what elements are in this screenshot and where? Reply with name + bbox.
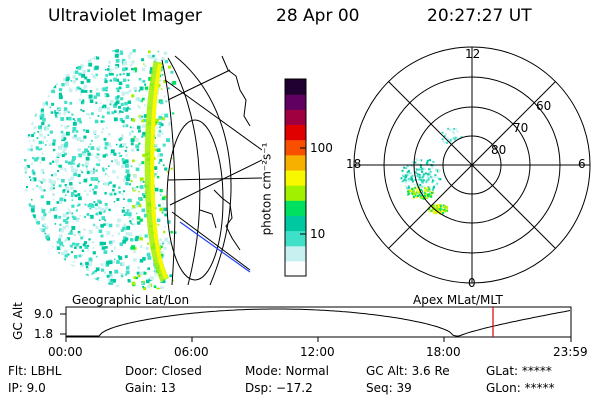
timeline-axis-label: GC Alt — [11, 302, 25, 340]
timeline-xtick-1800: 18:00 — [426, 345, 461, 359]
status-glat: GLat: ***** — [486, 364, 552, 378]
status-gain: Gain: 13 — [125, 381, 176, 395]
timeline-xtick-0600: 06:00 — [174, 345, 209, 359]
colorbar — [284, 78, 307, 277]
mlat-label-70: 70 — [513, 121, 529, 135]
colorbar-unit-label: photon cm⁻²s⁻¹ — [259, 142, 274, 236]
timeline-ytick-1-8: 1.8 — [34, 327, 54, 341]
terminator-glow — [144, 61, 170, 283]
status-ip: IP: 9.0 — [8, 381, 46, 395]
altitude-timeline — [60, 306, 572, 342]
colorbar-segment — [285, 154, 306, 171]
colorbar-segment — [285, 185, 306, 201]
polar-aurora — [400, 127, 463, 215]
observation-date: 28 Apr 00 — [276, 6, 360, 26]
status-door: Door: Closed — [125, 364, 202, 378]
colorbar-segment — [285, 79, 306, 95]
colorbar-segment — [285, 109, 306, 126]
colorbar-segment — [285, 124, 306, 141]
orbit-track — [179, 221, 251, 273]
status-gc-alt: GC Alt: 3.6 Re — [366, 364, 450, 378]
colorbar-segment — [285, 139, 306, 156]
status-filter: Flt: LBHL — [8, 364, 62, 378]
status-seq: Seq: 39 — [366, 381, 412, 395]
polar-panel-label: Apex MLat/MLT — [413, 293, 503, 307]
timeline-xtick-2359: 23:59 — [553, 345, 588, 359]
colorbar-segment — [285, 230, 306, 247]
coastlines — [199, 55, 251, 251]
colorbar-segment — [285, 94, 306, 110]
mlat-label-80: 80 — [491, 143, 507, 157]
colorbar-tick-100: 100 — [310, 141, 333, 155]
polar-plot — [353, 46, 591, 284]
map-gridlines — [161, 55, 262, 286]
status-dsp: Dsp: −17.2 — [245, 381, 313, 395]
colorbar-segment — [285, 245, 306, 262]
timeline-xtick-0000: 00:00 — [48, 345, 83, 359]
mlt-label-18: 18 — [346, 157, 362, 171]
status-mode: Mode: Normal — [245, 364, 329, 378]
status-glon: GLon: ***** — [486, 381, 555, 395]
mlat-label-60: 60 — [536, 99, 552, 113]
mlt-label-0: 0 — [468, 276, 476, 290]
colorbar-segment — [285, 260, 306, 277]
colorbar-segment — [285, 215, 306, 232]
colorbar-segment — [285, 169, 306, 186]
mlt-label-12: 12 — [465, 47, 481, 61]
geographic-panel-label: Geographic Lat/Lon — [72, 293, 190, 307]
mlt-label-6: 6 — [578, 157, 586, 171]
observation-time: 20:27:27 UT — [427, 6, 532, 26]
colorbar-tick-10: 10 — [310, 227, 326, 241]
geographic-image — [24, 48, 262, 290]
instrument-title: Ultraviolet Imager — [48, 6, 202, 26]
timeline-ytick-9: 9.0 — [34, 307, 54, 321]
timeline-xtick-1200: 12:00 — [300, 345, 335, 359]
colorbar-segment — [285, 200, 306, 216]
